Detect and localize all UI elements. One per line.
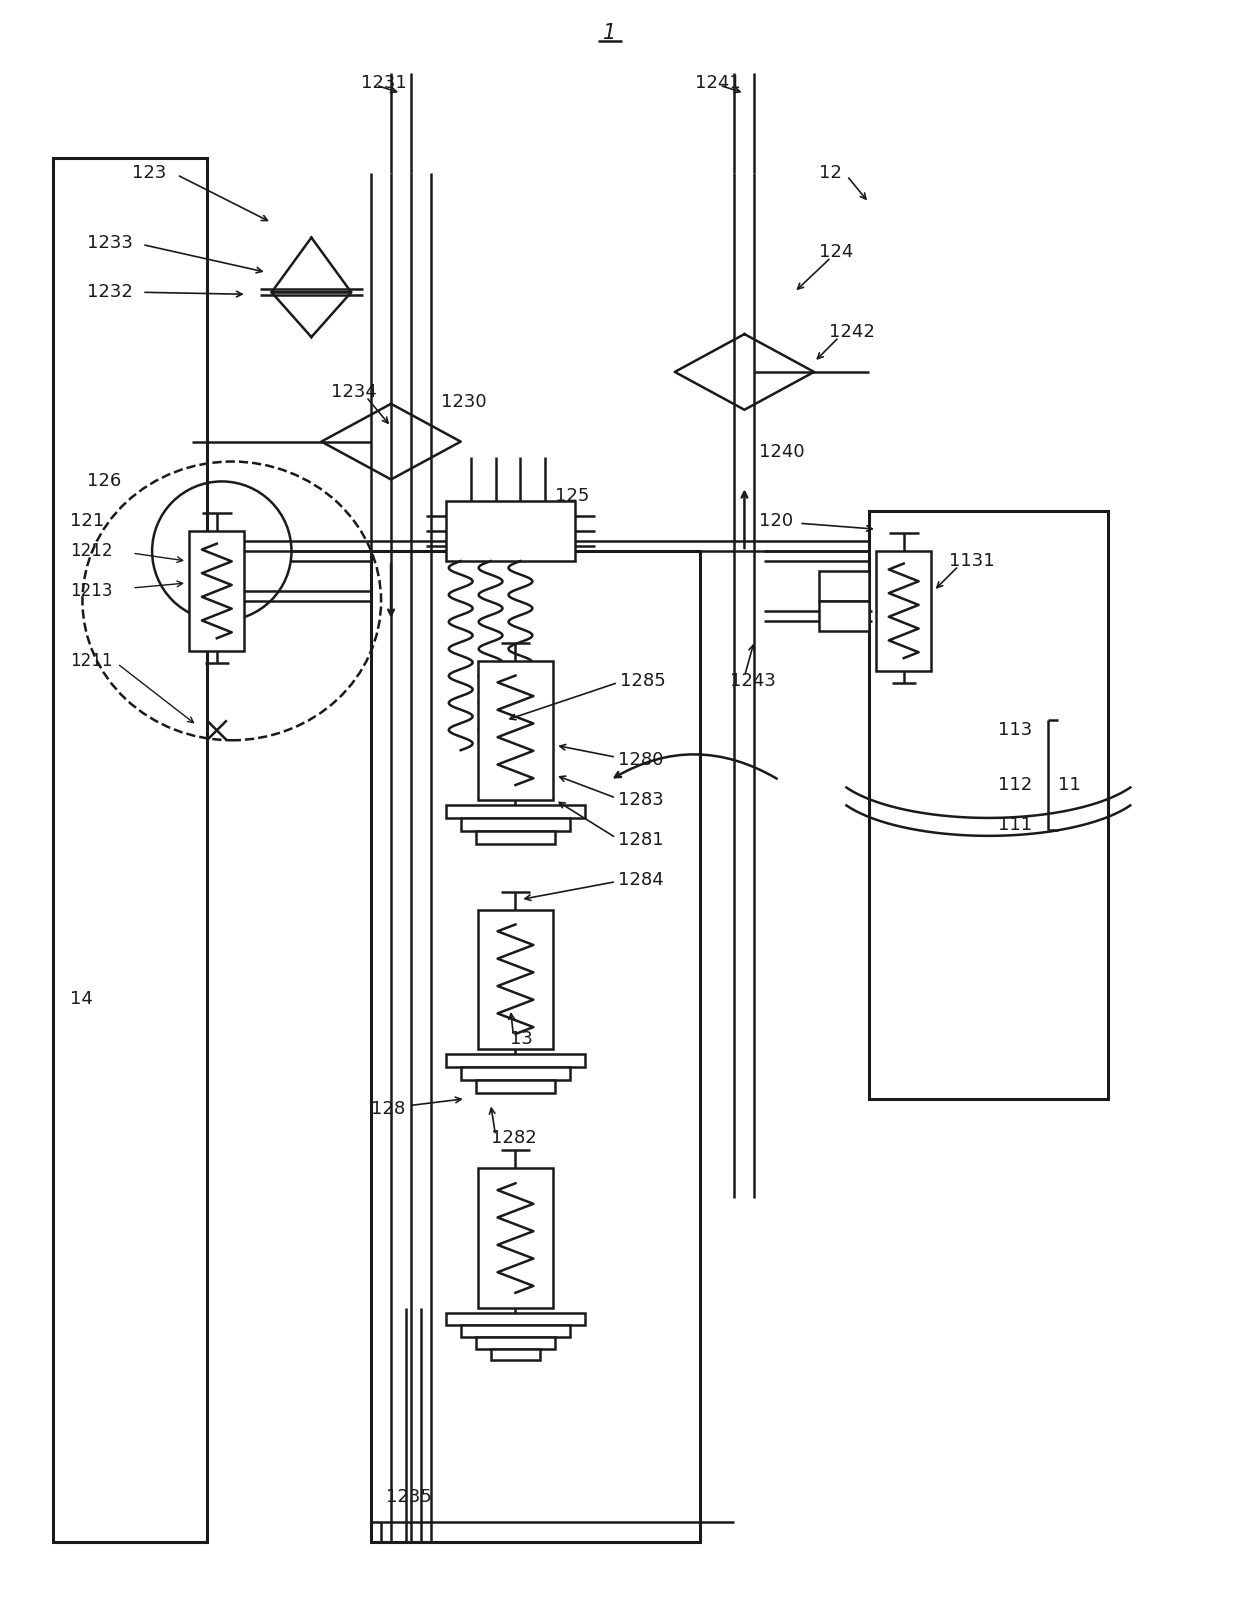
Text: 1283: 1283	[618, 790, 663, 810]
Text: 1235: 1235	[386, 1488, 432, 1506]
Text: 1: 1	[604, 24, 616, 43]
Bar	[446, 1054, 585, 1067]
Bar	[820, 602, 869, 630]
Bar	[371, 550, 699, 1542]
Bar	[869, 512, 1107, 1099]
Text: 12: 12	[820, 163, 842, 182]
Text: 124: 124	[820, 243, 853, 261]
Text: 1234: 1234	[331, 382, 377, 402]
Bar	[446, 1312, 585, 1325]
Bar	[479, 1168, 553, 1307]
Bar	[476, 1336, 556, 1349]
Bar	[820, 571, 869, 602]
Text: 1240: 1240	[759, 443, 805, 461]
Text: 1131: 1131	[949, 552, 994, 570]
Bar	[491, 1349, 541, 1360]
Text: 123: 123	[133, 163, 166, 182]
Text: 112: 112	[998, 776, 1033, 794]
Text: 126: 126	[87, 472, 122, 491]
Text: 13: 13	[511, 1030, 533, 1048]
Text: 111: 111	[998, 816, 1033, 834]
Bar	[461, 818, 570, 830]
Text: 1213: 1213	[71, 582, 113, 600]
Bar	[446, 805, 585, 818]
Bar	[877, 550, 931, 670]
Text: 1284: 1284	[618, 870, 663, 888]
Text: 1212: 1212	[71, 542, 113, 560]
Text: 1243: 1243	[729, 672, 775, 690]
Text: 113: 113	[998, 722, 1033, 739]
Text: 120: 120	[759, 512, 794, 530]
Text: 128: 128	[371, 1099, 405, 1118]
Bar	[479, 661, 553, 800]
Bar	[476, 830, 556, 843]
Text: 1242: 1242	[830, 323, 875, 341]
Bar	[190, 531, 244, 651]
Text: 1282: 1282	[491, 1130, 537, 1147]
Text: 121: 121	[71, 512, 104, 530]
Text: 1233: 1233	[87, 234, 133, 251]
Text: 14: 14	[71, 990, 93, 1008]
Text: 1232: 1232	[87, 283, 133, 301]
Text: 1280: 1280	[618, 750, 663, 770]
Bar	[461, 1067, 570, 1080]
Text: 1211: 1211	[71, 651, 113, 670]
Bar	[52, 158, 207, 1542]
Text: 1230: 1230	[440, 392, 486, 411]
Text: 1231: 1231	[361, 74, 407, 93]
Bar	[446, 501, 575, 562]
Text: 11: 11	[1058, 776, 1081, 794]
Text: 125: 125	[556, 488, 590, 506]
Bar	[479, 909, 553, 1050]
Text: 1285: 1285	[620, 672, 666, 690]
Bar	[476, 1080, 556, 1093]
Bar	[461, 1325, 570, 1336]
Text: 1241: 1241	[694, 74, 740, 93]
Text: 1281: 1281	[618, 830, 663, 850]
